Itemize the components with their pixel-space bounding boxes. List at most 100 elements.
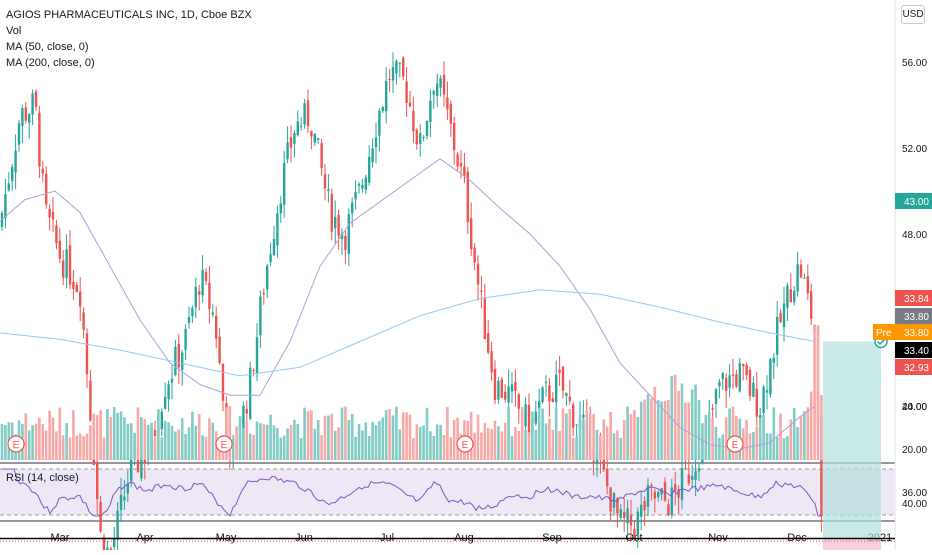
volume-bar <box>123 417 126 460</box>
volume-bar <box>405 412 408 460</box>
volume-bar <box>595 429 599 460</box>
volume-bar <box>27 430 31 460</box>
candle-body <box>442 74 446 95</box>
volume-bar <box>391 415 395 460</box>
volume-bar <box>415 424 419 460</box>
volume-bar <box>4 425 7 460</box>
volume-bar <box>140 417 143 460</box>
candle-body <box>55 225 58 244</box>
candle-body <box>636 511 639 535</box>
candle-body <box>31 93 34 115</box>
candle-body <box>687 474 690 484</box>
candle-body <box>793 290 796 303</box>
volume-bar <box>153 437 157 460</box>
currency-button[interactable]: USD <box>901 5 925 24</box>
candle-body <box>493 368 497 401</box>
volume-bar <box>78 433 82 460</box>
candle-body <box>160 411 163 430</box>
volume-bar <box>48 410 51 460</box>
volume-bar <box>724 417 728 460</box>
volume-bar <box>820 395 823 460</box>
volume-bar <box>259 423 262 460</box>
volume-bar <box>44 430 48 460</box>
volume-bar <box>225 407 228 460</box>
volume-bar <box>697 399 701 460</box>
volume-bar <box>765 433 769 460</box>
volume-bar <box>806 407 810 460</box>
candle-body <box>714 389 718 405</box>
volume-bar <box>174 431 177 460</box>
candle-body <box>524 404 527 427</box>
volume-bar <box>340 407 344 460</box>
volume-bar <box>609 411 612 460</box>
volume-bar <box>374 425 378 460</box>
candle-body <box>674 484 677 492</box>
volume-bar <box>779 413 782 460</box>
candle-body <box>653 491 656 499</box>
volume-bar <box>378 421 381 460</box>
candle-body <box>354 192 357 200</box>
candle-body <box>408 102 412 106</box>
price-badge-label: 33.80 <box>904 312 929 323</box>
volume-bar <box>289 424 293 460</box>
volume-bar <box>446 407 449 460</box>
candle-body <box>262 292 265 295</box>
volume-bar <box>112 407 116 460</box>
volume-bar <box>184 433 187 460</box>
candle-body <box>453 122 456 150</box>
volume-bar <box>711 417 714 460</box>
candle-body <box>170 378 174 383</box>
legend-ma200: MA (200, close, 0) <box>6 57 95 69</box>
candle-body <box>75 284 78 292</box>
volume-bar <box>265 424 269 460</box>
volume-bar <box>313 428 317 460</box>
candle-body <box>555 374 558 403</box>
volume-bar <box>354 436 357 460</box>
candle-body <box>218 336 221 364</box>
candle-body <box>24 107 27 121</box>
volume-bar <box>194 425 198 460</box>
candle-body <box>296 121 299 136</box>
candle-body <box>269 254 272 263</box>
volume-bar <box>201 435 204 460</box>
candle-body <box>762 386 765 414</box>
candle-body <box>89 380 92 421</box>
candle-body <box>303 103 306 125</box>
volume-bar <box>109 416 113 460</box>
volume-bar <box>592 413 595 460</box>
candle-body <box>119 494 123 510</box>
volume-bar <box>197 413 201 460</box>
volume-bar <box>306 411 310 460</box>
volume-bar <box>51 417 55 460</box>
volume-bar <box>520 409 524 460</box>
candle-body <box>527 404 531 438</box>
volume-bar <box>41 424 45 460</box>
candle-body <box>198 291 201 295</box>
candle-body <box>738 362 741 392</box>
volume-bar <box>469 411 473 460</box>
volume-bar <box>616 430 619 460</box>
candle-body <box>456 154 459 167</box>
volume-bar <box>337 427 340 460</box>
candle-body <box>215 315 218 339</box>
volume-bar <box>204 436 208 460</box>
chart-title: AGIOS PHARMACEUTICALS INC, 1D, Cboe BZX <box>6 9 252 21</box>
volume-bar <box>588 413 592 460</box>
candle-body <box>184 328 187 350</box>
volume-bar <box>180 418 184 460</box>
candle-body <box>606 468 609 487</box>
candle-body <box>368 156 371 183</box>
volume-bar <box>602 419 606 460</box>
price-tick-label: 36.00 <box>902 488 927 499</box>
candle-body <box>572 404 575 428</box>
candle-body <box>317 138 320 140</box>
candle-body <box>398 63 401 65</box>
candle-body <box>691 475 694 480</box>
candle-body <box>786 285 789 308</box>
candle-body <box>17 123 21 145</box>
volume-bar <box>75 435 79 460</box>
candle-body <box>327 189 330 192</box>
candle-body <box>344 235 347 250</box>
